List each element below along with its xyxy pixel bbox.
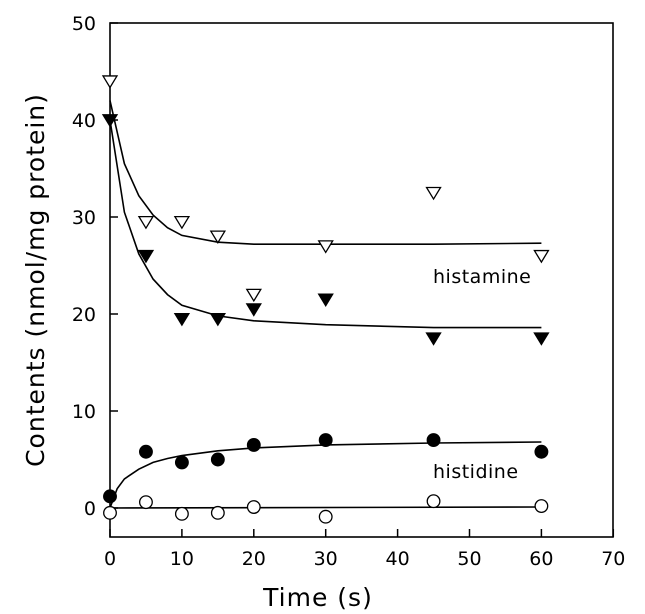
data-point-triangle	[425, 332, 442, 346]
data-point-circle	[138, 444, 153, 459]
y-tick-label: 40	[72, 110, 96, 132]
data-point-circle	[103, 489, 117, 504]
data-point-triangle	[173, 215, 191, 230]
x-tick-label: 30	[314, 548, 338, 570]
data-point-circle	[318, 509, 333, 524]
data-point-triangle	[101, 114, 119, 128]
data-point-triangle	[209, 312, 227, 327]
x-tick-label: 20	[242, 548, 266, 570]
data-point-circle	[103, 505, 117, 520]
y-tick-label: 0	[84, 498, 96, 520]
fit-curve-1	[109, 100, 542, 245]
data-point-triangle	[137, 215, 155, 230]
data-point-triangle	[533, 249, 550, 264]
data-point-circle	[534, 444, 549, 459]
data-point-triangle	[317, 240, 334, 254]
data-points	[101, 75, 550, 524]
x-tick-label: 60	[529, 548, 553, 570]
data-point-triangle	[137, 249, 155, 264]
fit-curve-2	[109, 119, 542, 329]
data-point-circle	[426, 433, 441, 448]
y-tick-label: 30	[72, 207, 96, 229]
histidine-label: histidine	[433, 461, 519, 483]
data-point-triangle	[101, 75, 119, 89]
x-tick-label: 40	[386, 548, 410, 570]
histamine-label: histamine	[433, 266, 531, 288]
data-point-triangle	[425, 186, 442, 201]
x-tick-label: 10	[170, 548, 194, 570]
x-tick-label: 70	[601, 548, 625, 570]
axis-ticks: 0 10 20 30 40 50 60 70 0 10 20 30 40 50	[72, 13, 626, 570]
data-point-circle	[246, 500, 261, 514]
data-point-triangle	[245, 303, 262, 317]
data-point-circle	[174, 506, 189, 521]
fit-curve-3	[109, 441, 542, 509]
y-tick-label: 20	[72, 304, 96, 326]
y-tick-label: 10	[72, 401, 96, 423]
data-point-triangle	[317, 293, 334, 308]
data-point-circle	[210, 505, 225, 520]
data-point-circle	[210, 452, 225, 467]
data-point-triangle	[533, 332, 550, 346]
x-tick-label: 50	[457, 548, 481, 570]
data-point-circle	[534, 499, 549, 514]
y-axis-label: Contents (nmol/mg protein)	[21, 93, 50, 467]
data-point-circle	[246, 438, 261, 452]
data-point-triangle	[245, 288, 262, 303]
x-tick-label: 0	[104, 548, 116, 570]
data-point-triangle	[209, 230, 227, 244]
plot-frame	[109, 22, 614, 538]
fit-curve-4	[109, 506, 542, 509]
fit-curves	[109, 100, 542, 509]
data-point-circle	[318, 433, 333, 448]
data-point-circle	[138, 495, 153, 510]
data-point-circle	[174, 455, 189, 470]
data-point-circle	[426, 494, 441, 509]
y-tick-label: 50	[72, 13, 96, 35]
data-point-triangle	[173, 312, 191, 327]
x-axis-label: Time (s)	[262, 583, 373, 612]
